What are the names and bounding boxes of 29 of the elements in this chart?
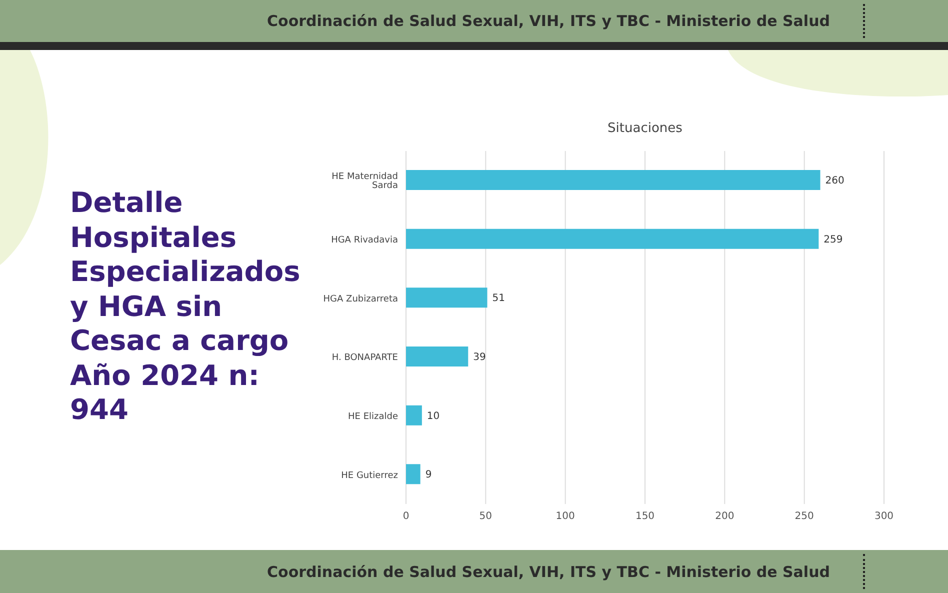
y-tick-label: HE Elizalde bbox=[348, 412, 398, 422]
x-tick-label: 250 bbox=[794, 511, 814, 522]
chart-subtitle: Situaciones bbox=[606, 121, 684, 136]
y-tick-label: HE Maternidad Sarda bbox=[332, 172, 398, 192]
text: Coordinación de Salud Sexual, VIH, ITS y TBC - Ministerio de Salud bbox=[267, 562, 830, 582]
data-label: 39 bbox=[473, 352, 486, 364]
data-label: 10 bbox=[426, 410, 440, 422]
data-label: 51 bbox=[492, 293, 505, 304]
bar bbox=[406, 346, 468, 366]
bar bbox=[406, 170, 820, 190]
x-tick-label: 200 bbox=[715, 511, 734, 522]
bar bbox=[406, 288, 488, 308]
y-tick-label: HGA Zubizarreta bbox=[323, 294, 398, 304]
y-tick-label: HGA Rivadavia bbox=[331, 235, 398, 246]
x-tick-label: 100 bbox=[556, 511, 575, 522]
text: Detalle Hospitales Especializados y HGA sin Cesac a cargo Año 2024 n: 944 bbox=[70, 186, 300, 428]
data-label: 259 bbox=[824, 234, 843, 246]
y-tick-label: HE Gutierrez bbox=[341, 470, 398, 481]
bar bbox=[406, 464, 420, 484]
data-label: 9 bbox=[425, 470, 432, 481]
x-tick-label: 150 bbox=[635, 511, 655, 522]
x-tick-label: 300 bbox=[874, 511, 894, 522]
x-tick-label: 50 bbox=[479, 511, 492, 522]
y-tick-label: H. BONAPARTE bbox=[332, 353, 398, 364]
data-label: 260 bbox=[825, 176, 844, 187]
x-tick-label: 0 bbox=[402, 511, 410, 522]
bar bbox=[406, 405, 422, 426]
bar bbox=[406, 228, 819, 249]
text: Coordinación de Salud Sexual, VIH, ITS y TBC - Ministerio de Salud bbox=[267, 11, 830, 32]
